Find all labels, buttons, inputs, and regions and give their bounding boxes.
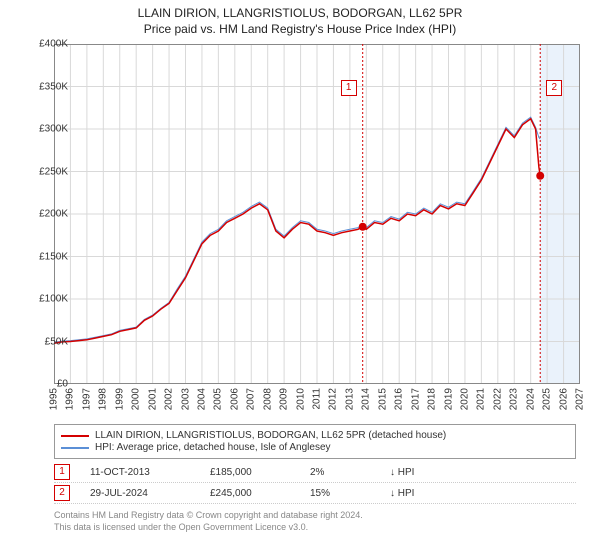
event-marker-icon: 2 [54, 485, 70, 501]
legend: LLAIN DIRION, LLANGRISTIOLUS, BODORGAN, … [54, 424, 576, 459]
events-table: 1 11-OCT-2013 £185,000 2% ↓ HPI 2 29-JUL… [54, 462, 576, 504]
legend-swatch [61, 447, 89, 449]
y-tick-label: £100K [18, 294, 68, 305]
event-pct: 15% [310, 488, 370, 499]
footer-line: Contains HM Land Registry data © Crown c… [54, 510, 576, 522]
chart-container: LLAIN DIRION, LLANGRISTIOLUS, BODORGAN, … [0, 0, 600, 560]
y-tick-label: £350K [18, 81, 68, 92]
legend-item: HPI: Average price, detached house, Isle… [61, 442, 569, 453]
x-tick-label: 2001 [147, 388, 158, 410]
y-tick-label: £200K [18, 209, 68, 220]
x-tick-label: 1996 [65, 388, 76, 410]
x-tick-label: 2016 [394, 388, 405, 410]
x-tick-label: 2014 [361, 388, 372, 410]
x-tick-label: 2008 [262, 388, 273, 410]
y-tick-label: £150K [18, 251, 68, 262]
x-tick-label: 2006 [229, 388, 240, 410]
event-price: £245,000 [210, 488, 290, 499]
event-date: 29-JUL-2024 [90, 488, 190, 499]
x-tick-label: 1995 [49, 388, 60, 410]
event-pct: 2% [310, 467, 370, 478]
table-row: 1 11-OCT-2013 £185,000 2% ↓ HPI [54, 462, 576, 483]
x-tick-label: 2013 [344, 388, 355, 410]
x-tick-label: 2004 [196, 388, 207, 410]
legend-item: LLAIN DIRION, LLANGRISTIOLUS, BODORGAN, … [61, 430, 569, 441]
y-tick-label: £0 [18, 379, 68, 390]
x-tick-label: 2027 [575, 388, 586, 410]
x-tick-label: 2011 [312, 388, 323, 410]
footer: Contains HM Land Registry data © Crown c… [54, 510, 576, 533]
event-delta: ↓ HPI [390, 467, 414, 478]
y-tick-label: £300K [18, 124, 68, 135]
x-tick-label: 2019 [443, 388, 454, 410]
x-tick-label: 2017 [410, 388, 421, 410]
x-tick-label: 2005 [213, 388, 224, 410]
chart-title: LLAIN DIRION, LLANGRISTIOLUS, BODORGAN, … [0, 6, 600, 20]
x-tick-label: 2025 [542, 388, 553, 410]
x-tick-label: 1999 [114, 388, 125, 410]
x-tick-label: 2022 [492, 388, 503, 410]
legend-label: LLAIN DIRION, LLANGRISTIOLUS, BODORGAN, … [95, 430, 446, 441]
event-marker-icon: 1 [54, 464, 70, 480]
event-price: £185,000 [210, 467, 290, 478]
event-marker-box: 1 [341, 80, 357, 96]
x-tick-label: 2024 [525, 388, 536, 410]
plot-area [54, 44, 580, 384]
x-tick-label: 2012 [328, 388, 339, 410]
y-tick-label: £50K [18, 336, 68, 347]
chart-subtitle: Price paid vs. HM Land Registry's House … [0, 22, 600, 36]
x-tick-label: 2026 [558, 388, 569, 410]
y-tick-label: £250K [18, 166, 68, 177]
x-tick-label: 2003 [180, 388, 191, 410]
legend-label: HPI: Average price, detached house, Isle… [95, 442, 331, 453]
x-tick-label: 2020 [459, 388, 470, 410]
x-tick-label: 2009 [279, 388, 290, 410]
x-tick-label: 2010 [295, 388, 306, 410]
legend-swatch [61, 435, 89, 437]
x-tick-label: 2023 [509, 388, 520, 410]
x-tick-label: 2015 [377, 388, 388, 410]
y-tick-label: £400K [18, 39, 68, 50]
x-tick-label: 2018 [427, 388, 438, 410]
x-tick-label: 2000 [131, 388, 142, 410]
plot-svg [54, 44, 580, 384]
x-tick-label: 1998 [98, 388, 109, 410]
event-delta: ↓ HPI [390, 488, 414, 499]
x-tick-label: 1997 [81, 388, 92, 410]
event-marker-box: 2 [546, 80, 562, 96]
event-date: 11-OCT-2013 [90, 467, 190, 478]
titles-block: LLAIN DIRION, LLANGRISTIOLUS, BODORGAN, … [0, 0, 600, 36]
x-tick-label: 2007 [246, 388, 257, 410]
x-tick-label: 2021 [476, 388, 487, 410]
footer-line: This data is licensed under the Open Gov… [54, 522, 576, 534]
table-row: 2 29-JUL-2024 £245,000 15% ↓ HPI [54, 483, 576, 504]
x-tick-label: 2002 [164, 388, 175, 410]
